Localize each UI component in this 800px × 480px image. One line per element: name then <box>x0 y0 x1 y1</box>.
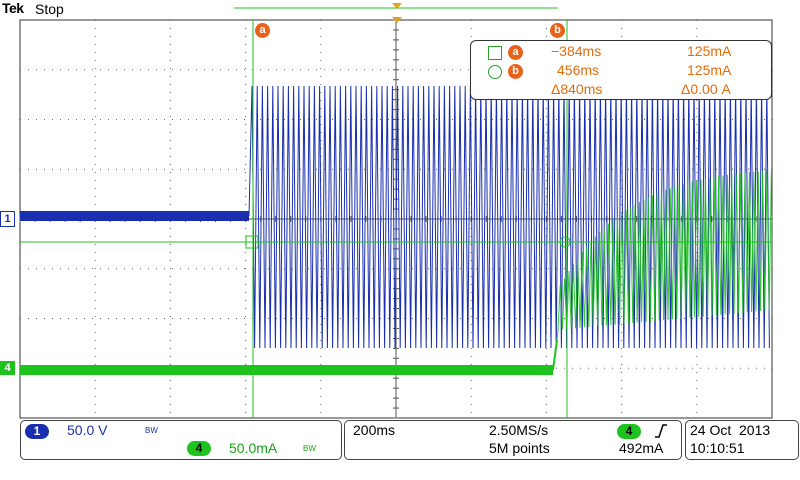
ch4-waveform <box>20 170 772 375</box>
time: 10:10:51 <box>690 440 745 456</box>
cursor-a-value: 125mA <box>687 43 732 59</box>
cursor-b-label[interactable]: b <box>550 23 565 38</box>
ch1-badge[interactable]: 1 <box>25 424 49 439</box>
readout-badge-a: a <box>508 45 523 60</box>
ch1-waveform <box>20 85 770 349</box>
timebase-trigger-panel[interactable]: 200ms 2.50MS/s 5M points 4 492mA <box>344 420 682 460</box>
cursor-a-label[interactable]: a <box>255 23 270 38</box>
trigger-level: 492mA <box>619 440 664 456</box>
cursor-a-square-icon <box>488 46 502 60</box>
readout-row-b: b 456ms 125mA <box>471 62 771 80</box>
record-length: 5M points <box>489 440 550 456</box>
cursor-b-value: 125mA <box>687 62 732 78</box>
delta-time: Δ840ms <box>551 81 603 97</box>
cursor-a-time: −384ms <box>551 43 602 59</box>
date: 24 Oct 2013 <box>690 422 771 438</box>
trigger-position-icon <box>392 3 402 9</box>
ch4-bandwidth-limit: BW <box>303 444 316 453</box>
brand-logo: Tek <box>2 0 24 16</box>
ch1-scale: 50.0 V <box>67 422 108 438</box>
delta-value: Δ0.00 A <box>681 81 731 97</box>
timebase-scale: 200ms <box>353 422 396 438</box>
readout-badge-b: b <box>508 64 523 79</box>
ch4-scale: 50.0mA <box>229 440 278 456</box>
ch1-ground-marker[interactable]: 1 <box>0 211 15 227</box>
datetime-panel: 24 Oct 2013 10:10:51 <box>685 420 799 460</box>
rising-edge-icon <box>655 424 667 438</box>
sample-rate: 2.50MS/s <box>489 422 549 438</box>
cursor-b-circle-icon <box>488 65 502 79</box>
readout-row-a: a −384ms 125mA <box>471 43 771 61</box>
cursor-readout: a −384ms 125mA b 456ms 125mA Δ840ms Δ0.0… <box>470 40 772 100</box>
trigger-marker-icon <box>392 17 402 23</box>
ch1-bandwidth-limit: BW <box>145 426 158 435</box>
acquisition-status: Stop <box>35 1 64 17</box>
ch4-ground-marker[interactable]: 4 <box>0 361 15 375</box>
ch4-badge[interactable]: 4 <box>187 441 211 456</box>
trigger-source-badge[interactable]: 4 <box>617 424 641 439</box>
channel-scale-panel[interactable]: 1 50.0 V BW 4 50.0mA BW <box>20 420 342 460</box>
readout-row-delta: Δ840ms Δ0.00 A <box>471 81 771 99</box>
cursor-b-time: 456ms <box>557 62 600 78</box>
